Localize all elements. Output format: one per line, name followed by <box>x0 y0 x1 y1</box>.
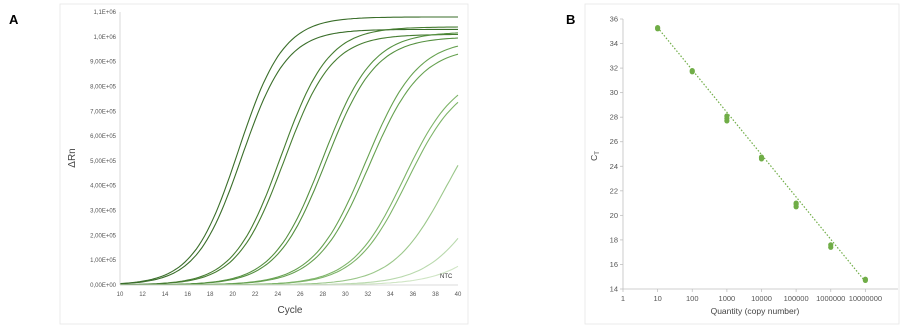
ntc-annotation: NTC <box>440 274 453 280</box>
standard-curve-point <box>793 200 799 206</box>
standard-curve-point <box>758 154 765 160</box>
ct-subscript: T <box>595 151 601 155</box>
amplification-y-tick-label: 1,0E+06 <box>93 35 116 41</box>
amplification-curve <box>119 16 458 285</box>
standard-curve-x-tick-label: 1 <box>621 294 625 303</box>
standard-curve-y-tick-label: 28 <box>610 113 618 122</box>
amplification-x-tick-label: 26 <box>297 292 304 298</box>
ct-main: C <box>589 155 599 161</box>
amplification-y-tick-label: 8,00E+05 <box>90 84 117 90</box>
amplification-x-tick-label: 40 <box>455 292 462 298</box>
amplification-x-tick-label: 14 <box>162 292 169 298</box>
standard-curve-y-tick-label: 18 <box>610 235 618 244</box>
amplification-y-axis: 0,00E+00 1,00E+05 2,00E+05 3,00E+05 4,00E+05… <box>90 10 121 289</box>
standard-curve-y-tick-label: 24 <box>610 162 618 171</box>
amplification-y-tick-label: 3,00E+05 <box>90 209 117 215</box>
standard-curve-x-axis-title: Quantity (copy number) <box>711 306 800 316</box>
standard-curve-point <box>724 113 730 119</box>
amplification-x-tick-label: 16 <box>184 292 191 298</box>
standard-curve-y-tick-label: 16 <box>610 260 618 269</box>
standard-curve-x-tick-label: 10000000 <box>849 294 882 303</box>
standard-curve-y-tick-label: 22 <box>610 186 618 195</box>
standard-curve-plot: 14 16 18 20 22 24 26 28 30 32 34 36 1 10 100 1000 10000 1… <box>584 3 900 325</box>
standard-curve-y-tick-label: 14 <box>610 285 618 294</box>
panel-a-label: A <box>9 12 19 27</box>
standard-curve-point <box>689 67 695 74</box>
standard-curve-plot-area <box>584 3 900 325</box>
amplification-x-tick-label: 24 <box>274 292 281 298</box>
standard-curve-y-tick-label: 36 <box>610 15 618 24</box>
amplification-x-tick-label: 22 <box>252 292 259 298</box>
amplification-curve <box>119 28 458 285</box>
amplification-x-tick-label: 20 <box>229 292 236 298</box>
standard-curve-y-tick-label: 32 <box>610 64 618 73</box>
amplification-plot: 0,00E+00 1,00E+05 2,00E+05 3,00E+05 4,00E+05… <box>59 3 469 325</box>
amplification-y-tick-label: 1,00E+05 <box>90 258 117 264</box>
amplification-y-tick-label: 9,00E+05 <box>90 60 117 66</box>
amplification-x-tick-label: 38 <box>432 292 439 298</box>
standard-curve-point <box>862 276 868 282</box>
amplification-y-tick-label: 2,00E+05 <box>90 233 117 239</box>
amplification-x-tick-label: 36 <box>410 292 417 298</box>
standard-curve-point <box>828 242 834 248</box>
standard-curve-x-tick-label: 1000000 <box>816 294 845 303</box>
standard-curve-point <box>655 24 661 31</box>
amplification-x-tick-label: 30 <box>342 292 349 298</box>
amplification-x-tick-label: 34 <box>387 292 394 298</box>
standard-curve-y-tick-label: 20 <box>610 211 618 220</box>
amplification-y-tick-label: 1,1E+06 <box>93 10 116 16</box>
standard-curve-x-tick-label: 100000 <box>784 294 809 303</box>
amplification-x-tick-label: 32 <box>365 292 372 298</box>
amplification-x-tick-label: 12 <box>139 292 146 298</box>
amplification-x-axis-title: Cycle <box>277 305 302 316</box>
standard-curve-y-tick-label: 30 <box>610 88 618 97</box>
standard-curve-y-axis-title: CT <box>589 151 601 161</box>
standard-curve-x-tick-label: 10000 <box>751 294 772 303</box>
amplification-y-tick-label: 6,00E+05 <box>90 134 117 140</box>
panel-b-label: B <box>566 12 575 27</box>
standard-curve-x-tick-label: 1000 <box>719 294 736 303</box>
amplification-x-tick-label: 18 <box>207 292 214 298</box>
amplification-y-tick-label: 4,00E+05 <box>90 184 117 190</box>
amplification-plot-area <box>59 3 469 325</box>
amplification-x-tick-label: 10 <box>117 292 124 298</box>
amplification-y-axis-title: ΔRn <box>67 148 78 167</box>
amplification-y-tick-label: 5,00E+05 <box>90 159 117 165</box>
amplification-y-tick-label: 7,00E+05 <box>90 109 117 115</box>
standard-curve-axes: 14 16 18 20 22 24 26 28 30 32 34 36 1 10 100 1000 10000 1… <box>610 15 898 303</box>
standard-curve-y-tick-label: 26 <box>610 137 618 146</box>
amplification-x-tick-label: 28 <box>319 292 326 298</box>
standard-curve-y-tick-label: 34 <box>610 39 618 48</box>
standard-curve-x-tick-label: 100 <box>686 294 699 303</box>
standard-curve-x-tick-label: 10 <box>653 294 661 303</box>
amplification-y-tick-label: 0,00E+00 <box>90 283 117 289</box>
standard-curve-points <box>655 24 868 284</box>
amplification-x-axis: 10 12 14 16 18 20 22 24 26 28 30 32 34 36 38 40 <box>117 284 462 298</box>
amplification-curve <box>119 33 458 286</box>
